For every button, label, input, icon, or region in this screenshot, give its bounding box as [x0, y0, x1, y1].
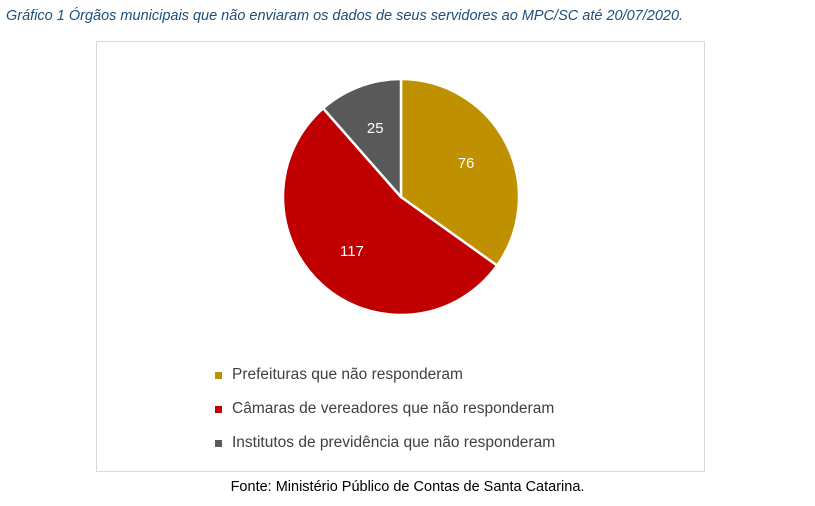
legend-label: Câmaras de vereadores que não respondera…	[232, 400, 555, 417]
pie-slice-0	[399, 77, 521, 267]
slice-value-label-0: 76	[458, 155, 475, 172]
pie-slice-1	[281, 107, 499, 317]
figure-caption: Gráfico 1 Órgãos municipais que não envi…	[6, 8, 684, 24]
legend-label: Prefeituras que não responderam	[232, 366, 463, 383]
slice-value-label-2: 25	[367, 120, 384, 137]
legend-label: Institutos de previdência que não respon…	[232, 434, 556, 451]
legend-swatch	[215, 440, 222, 447]
pie-chart: 76 117 25	[281, 77, 521, 317]
slice-value-label-1: 117	[340, 243, 364, 260]
legend-swatch	[215, 406, 222, 413]
pie-slice-2	[321, 77, 403, 199]
legend-swatch	[215, 372, 222, 379]
source-note: Fonte: Ministério Público de Contas de S…	[230, 479, 585, 495]
chart-area: 76 117 25 Prefeituras que não responderam C…	[96, 41, 705, 472]
